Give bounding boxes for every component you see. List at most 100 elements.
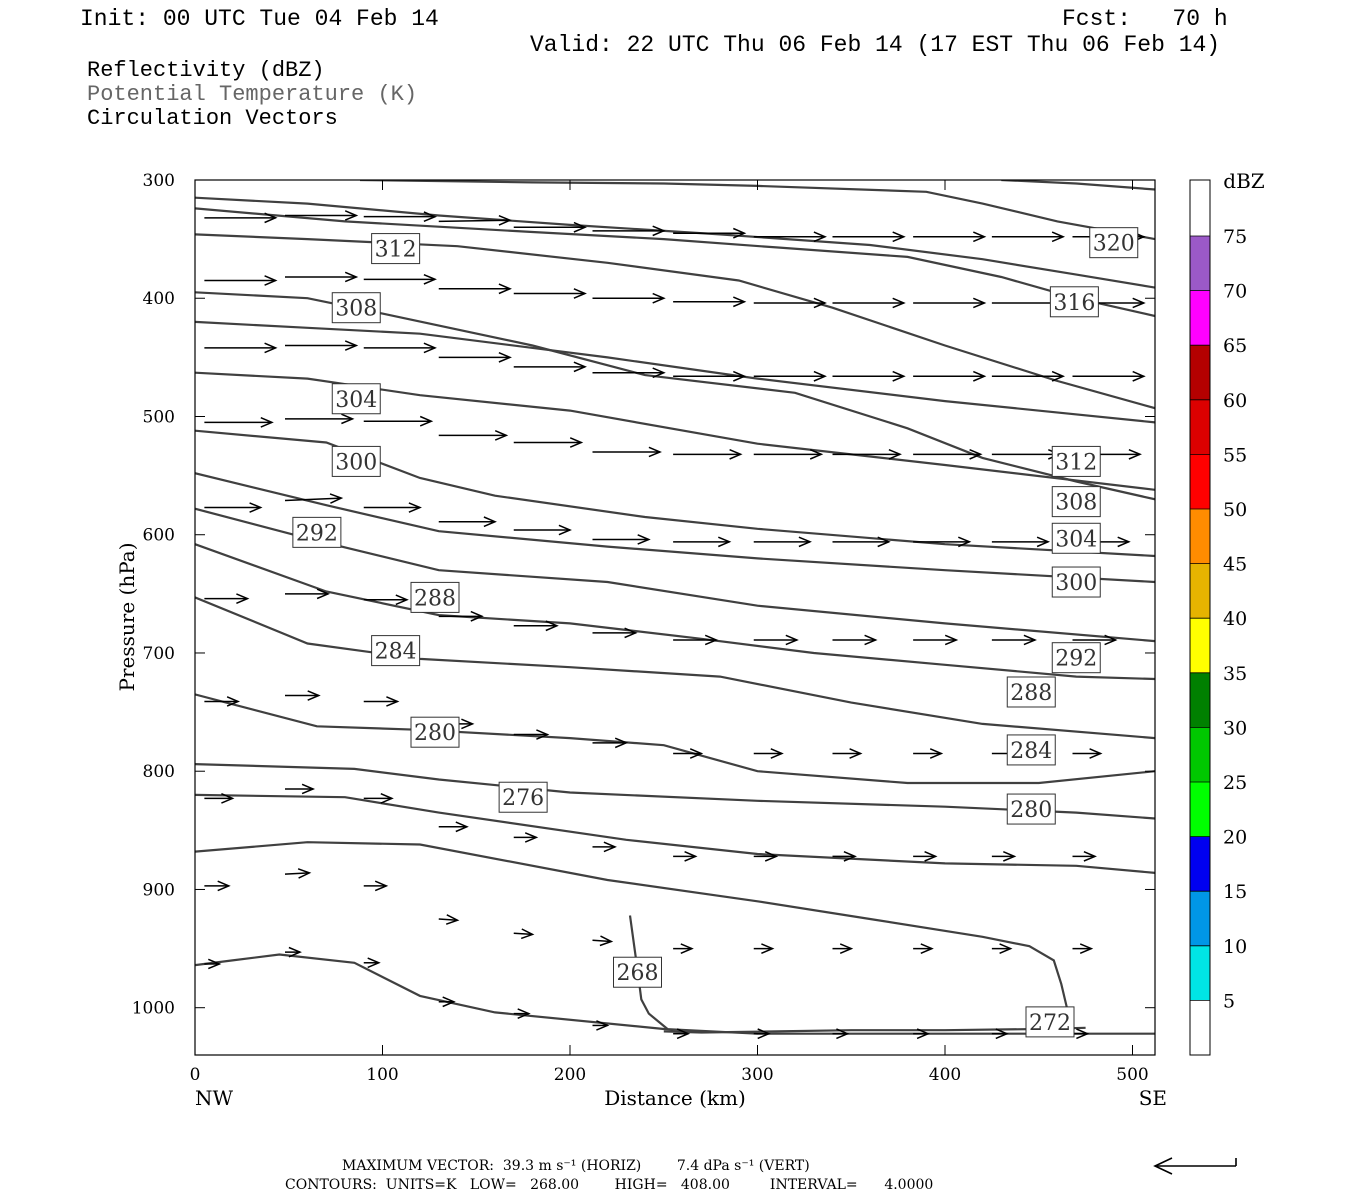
vector-shaft — [592, 939, 612, 943]
vector-head — [599, 935, 614, 947]
legend-circulation-vectors: Circulation Vectors — [87, 106, 338, 131]
contour-label-300-box — [1051, 566, 1101, 598]
vector-head — [445, 914, 460, 925]
vector-head — [892, 231, 906, 243]
colorbar-label-40: 40 — [1223, 608, 1247, 630]
theta-contour-304 — [195, 472, 1155, 584]
circulation-vector-80 — [832, 748, 863, 759]
vector-head — [813, 231, 827, 243]
vector-head — [839, 943, 854, 954]
vector-head — [301, 783, 316, 795]
circulation-vector-71 — [1072, 634, 1118, 646]
contour-label-288-7-box — [410, 581, 460, 613]
circulation-vector-5 — [592, 225, 666, 237]
colorbar-swatch-15 — [1190, 836, 1210, 892]
contour-label-288-text: 288 — [1010, 681, 1052, 706]
colorbar-swatch-20 — [1190, 782, 1210, 837]
circulation-vector-73 — [285, 690, 321, 701]
vector-head — [689, 748, 704, 759]
contour-label-268-text: 268 — [617, 961, 659, 986]
contour-label-308-2: 308 — [331, 292, 381, 324]
vector-head — [341, 413, 355, 425]
circulation-vector-76 — [513, 729, 550, 740]
vector-head — [498, 352, 512, 363]
contour-label-292-6-text: 292 — [296, 521, 338, 546]
circulation-vector-118 — [991, 1028, 1009, 1040]
vector-head — [329, 493, 344, 504]
circulation-vector-21 — [913, 297, 987, 309]
circulation-vector-27 — [438, 352, 512, 363]
circulation-vector-106 — [991, 943, 1013, 954]
contour-label-276-text: 276 — [502, 786, 544, 811]
vector-head — [995, 1028, 1009, 1040]
contour-label-284: 284 — [1006, 734, 1056, 766]
theta-contour-unlabeled-3 — [195, 953, 1155, 1035]
contour-label-292-box — [1051, 642, 1101, 674]
circulation-vector-74 — [363, 696, 400, 707]
vector-head — [684, 851, 698, 862]
circulation-vector-41 — [592, 446, 662, 458]
y-axis-label: Pressure (hPa) — [115, 543, 139, 692]
vector-head — [419, 415, 434, 427]
circulation-vector-88 — [513, 832, 539, 843]
vector-head — [1036, 536, 1051, 548]
vector-head — [1079, 943, 1094, 954]
circulation-vector-20 — [832, 297, 906, 309]
contour-label-320-1-box — [1089, 227, 1139, 259]
contour-label-308-2-text: 308 — [335, 297, 377, 322]
colorbar-label-5: 5 — [1223, 990, 1235, 1012]
vector-head — [892, 297, 906, 309]
y-tick-label-800: 800 — [143, 762, 175, 782]
contour-label-284-8-box — [371, 635, 421, 667]
colorbar-swatch-60 — [1190, 345, 1210, 400]
contour-label-312-0-box — [371, 233, 421, 265]
vector-head — [367, 957, 381, 969]
contour-label-284-box — [1006, 734, 1056, 766]
valid-time: Valid: 22 UTC Thu 06 Feb 14 (17 EST Thu … — [530, 32, 1221, 58]
contour-label-276: 276 — [498, 781, 548, 813]
circulation-vector-110 — [363, 957, 381, 969]
circulation-vector-101 — [592, 935, 614, 947]
colorbar-label-10: 10 — [1223, 936, 1247, 958]
contour-label-312: 312 — [1051, 445, 1101, 477]
vector-head — [614, 737, 629, 749]
vector-head — [423, 274, 437, 285]
circulation-vector-51 — [438, 516, 497, 528]
contour-label-292-6-box — [292, 516, 342, 548]
vector-shaft — [438, 219, 511, 223]
circulation-vector-67 — [753, 634, 799, 646]
circulation-vector-3 — [438, 215, 512, 226]
contour-label-304-box — [1051, 522, 1101, 554]
colorbar-swatch-10 — [1190, 891, 1210, 946]
circulation-vector-36 — [204, 417, 274, 428]
contour-label-280-box — [1006, 793, 1056, 825]
vector-head — [843, 851, 857, 862]
vector-head — [944, 634, 959, 646]
vector-shaft — [438, 918, 458, 921]
vector-head — [813, 370, 827, 382]
circulation-vector-50 — [363, 502, 422, 513]
circulation-vector-66 — [673, 634, 719, 646]
vector-head — [569, 437, 584, 448]
circulation-vector-48 — [204, 502, 263, 513]
vector-head — [770, 748, 784, 759]
circulation-vector-91 — [753, 851, 779, 862]
circulation-vector-6 — [673, 227, 747, 239]
circulation-vector-90 — [673, 851, 698, 862]
colorbar-label-25: 25 — [1223, 772, 1247, 794]
circulation-vector-19 — [753, 297, 827, 309]
vector-head — [652, 367, 666, 379]
circulation-vector-98 — [363, 880, 389, 892]
x-axis-label: Distance (km) — [604, 1086, 746, 1110]
contour-label-280: 280 — [1006, 793, 1056, 825]
vector-head — [733, 370, 747, 382]
vector-head — [520, 928, 535, 940]
circulation-vector-60 — [204, 593, 250, 604]
circulation-vector-79 — [753, 748, 784, 759]
contour-label-312-0-text: 312 — [375, 238, 417, 263]
vector-head — [264, 212, 278, 224]
circulation-vector-63 — [438, 610, 484, 622]
contour-label-276-box — [498, 781, 548, 813]
contour-label-272-box — [1025, 1006, 1075, 1038]
